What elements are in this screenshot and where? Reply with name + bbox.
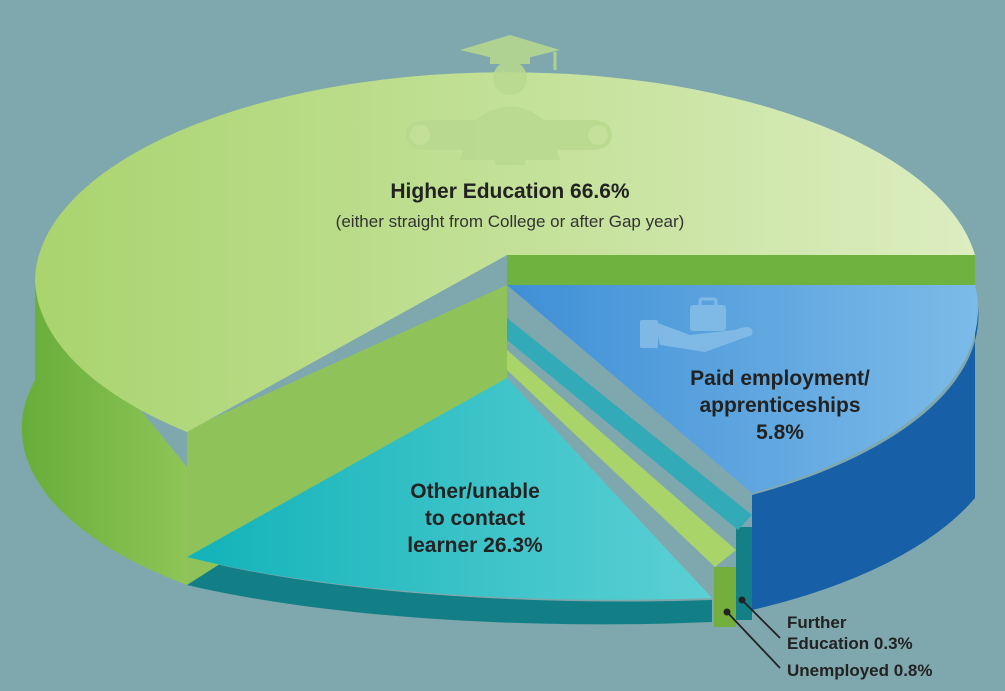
label-paid-employment: Paid employment/ apprenticeships 5.8% [660,365,900,446]
label-further-education: Further Education 0.3% [787,612,987,654]
leader-dot-further-education [738,596,746,604]
label-unemployed: Unemployed 0.8% [787,661,933,680]
label-further-line1: Further [787,613,847,632]
label-further-line2: Education 0.3% [787,634,913,653]
label-paid-line1: Paid employment/ [690,367,870,390]
label-other-line1: Other/unable [410,480,540,503]
label-paid-line2: apprenticeships [699,394,861,417]
label-other: Other/unable to contact learner 26.3% [370,478,580,559]
slice-further-education-top [507,318,752,530]
label-paid-line3: 5.8% [756,421,804,444]
label-higher-education: Higher Education 66.6% [390,180,630,203]
label-other-line3: learner 26.3% [407,534,543,557]
leader-dot-unemployed [723,608,731,616]
leader-lines [726,599,781,669]
side-paid-employment [752,290,979,610]
slice-unemployed-top [507,350,736,567]
side-other [187,557,712,625]
label-higher-education-note: (either straight from College or after G… [335,212,685,231]
label-other-line2: to contact [424,507,526,530]
graduate-icon [406,35,612,165]
slice-other [187,378,712,600]
briefcase-hand-icon [640,297,753,352]
side-further-education [736,527,752,620]
side-higher-education-right [507,255,975,285]
slice-paid-employment [507,285,978,493]
slice-higher-education [35,72,975,433]
cut-higher-education [187,285,507,585]
side-higher-education [21,280,187,585]
